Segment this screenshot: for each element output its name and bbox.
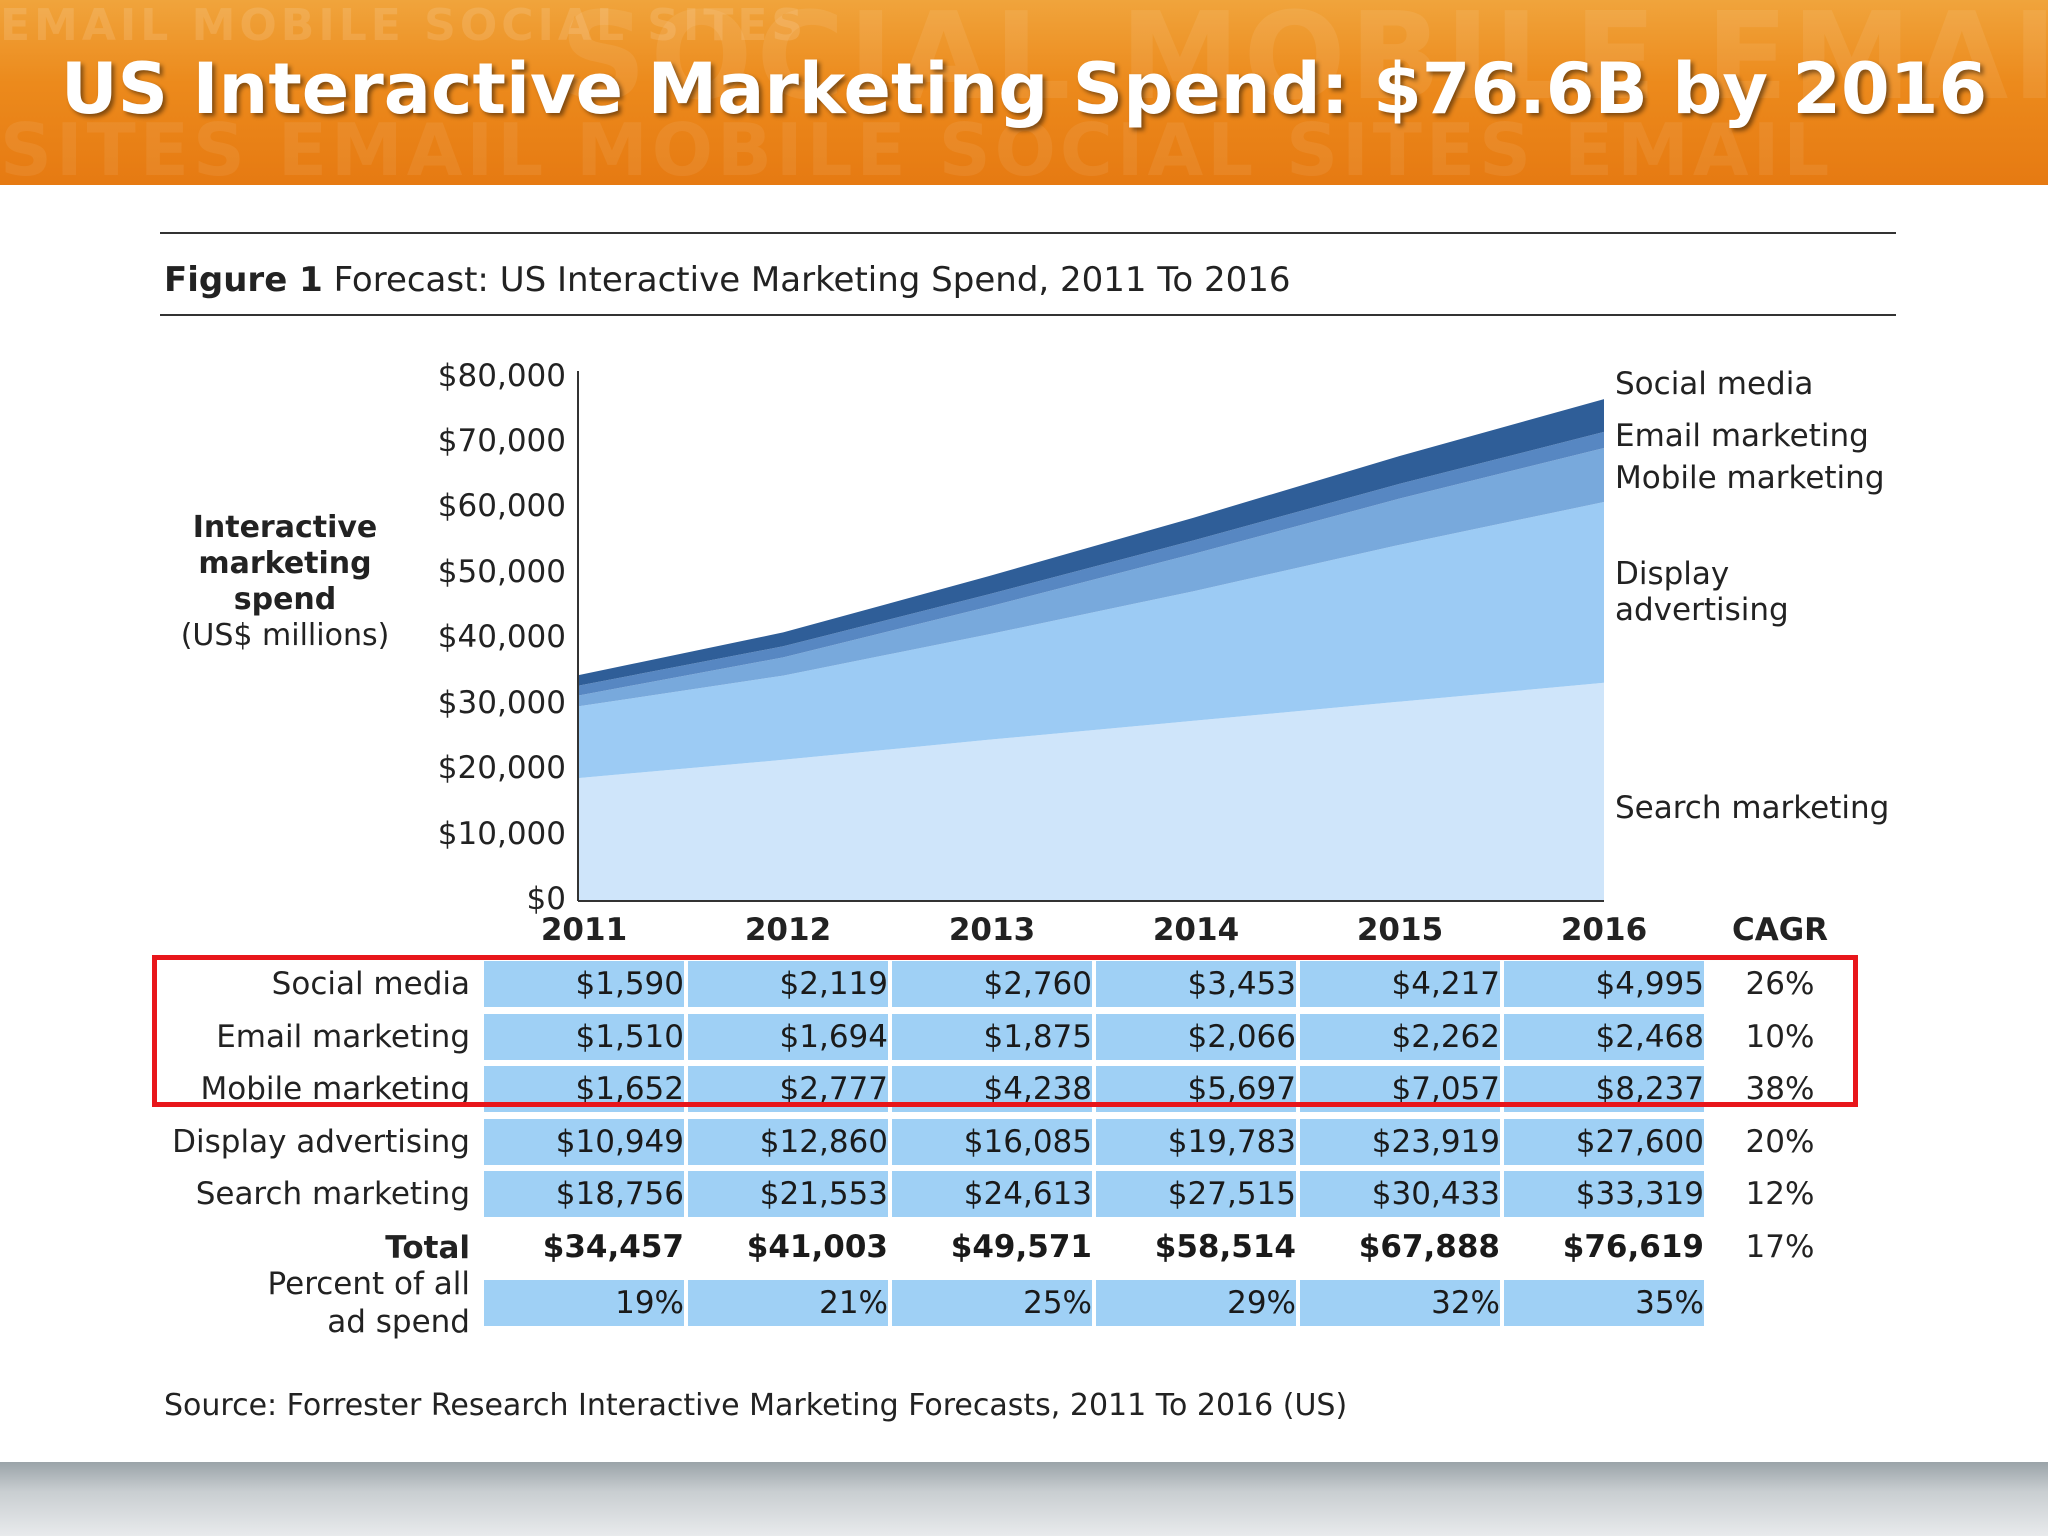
table-cell: $23,919 bbox=[1300, 1119, 1500, 1165]
table-cell: $2,760 bbox=[892, 961, 1092, 1007]
table-cell: $1,510 bbox=[484, 1014, 684, 1060]
table-cell: $12,860 bbox=[688, 1119, 888, 1165]
table-cell-percent: 32% bbox=[1300, 1280, 1500, 1326]
cagr-cell: 12% bbox=[1745, 1176, 1815, 1212]
row-label-social-media: Social media bbox=[271, 966, 470, 1002]
figure-label: Figure 1 bbox=[164, 260, 323, 300]
area-social-media bbox=[578, 399, 1604, 686]
y-tick-label: $10,000 bbox=[437, 816, 566, 852]
table-cell-percent: 35% bbox=[1504, 1280, 1704, 1326]
row-label-display-advertising: Display advertising bbox=[172, 1124, 470, 1160]
figure-caption-text: Forecast: US Interactive Marketing Spend… bbox=[333, 260, 1291, 300]
banner-watermark: EMAIL MOBILE SOCIAL SITES bbox=[0, 0, 808, 51]
table-cell: $3,453 bbox=[1096, 961, 1296, 1007]
area-email-marketing bbox=[578, 431, 1604, 696]
table-cell: $4,217 bbox=[1300, 961, 1500, 1007]
series-label-display-advertising: Display advertising bbox=[1615, 556, 1789, 628]
highlight-box bbox=[152, 955, 1858, 1107]
series-label-email-marketing: Email marketing bbox=[1615, 418, 1869, 454]
cagr-cell: 26% bbox=[1745, 966, 1815, 1002]
y-tick-label: $30,000 bbox=[437, 685, 566, 721]
row-label-mobile-marketing: Mobile marketing bbox=[200, 1071, 471, 1107]
x-tick-label: 2011 bbox=[540, 912, 628, 948]
x-tick-label: 2015 bbox=[1356, 912, 1444, 948]
table-cell: $18,756 bbox=[484, 1171, 684, 1217]
table-cell: $2,066 bbox=[1096, 1014, 1296, 1060]
y-axis-label-unit: (US$ millions) bbox=[180, 618, 390, 653]
table-cell: $1,694 bbox=[688, 1014, 888, 1060]
series-label-search-marketing: Search marketing bbox=[1615, 790, 1890, 826]
table-cell: $19,783 bbox=[1096, 1119, 1296, 1165]
table-cell: $2,262 bbox=[1300, 1014, 1500, 1060]
y-tick-label: $70,000 bbox=[437, 423, 566, 459]
slide-title: US Interactive Marketing Spend: $76.6B b… bbox=[60, 48, 1988, 130]
series-label-social-media: Social media bbox=[1615, 366, 1814, 402]
footer-bar bbox=[0, 1462, 2048, 1536]
table-cell: $16,085 bbox=[892, 1119, 1092, 1165]
table-cell-total: $49,571 bbox=[950, 1229, 1092, 1265]
table-cell: $24,613 bbox=[892, 1171, 1092, 1217]
title-banner: EMAIL MOBILE SOCIAL SITES SOCIAL MOBILE … bbox=[0, 0, 2048, 185]
row-label-total: Total bbox=[385, 1230, 470, 1266]
table-cell: $1,875 bbox=[892, 1014, 1092, 1060]
row-label-percent-line-1: Percent of all bbox=[267, 1266, 470, 1302]
figure-bottom-rule bbox=[160, 314, 1896, 316]
y-tick-label: $40,000 bbox=[437, 619, 566, 655]
table-cell: $27,600 bbox=[1504, 1119, 1704, 1165]
table-cell-total: $41,003 bbox=[746, 1229, 888, 1265]
y-axis-label-line-1: Interactive bbox=[192, 510, 378, 545]
table-cell-percent: 19% bbox=[484, 1280, 684, 1326]
table-cell-total: $34,457 bbox=[542, 1229, 684, 1265]
table-cell-percent: 29% bbox=[1096, 1280, 1296, 1326]
row-label-search-marketing: Search marketing bbox=[195, 1176, 470, 1212]
x-tick-label: 2013 bbox=[948, 912, 1036, 948]
source-note: Source: Forrester Research Interactive M… bbox=[164, 1388, 1348, 1423]
y-axis-label-line-2: marketing bbox=[198, 546, 372, 581]
figure-caption: Figure 1 Forecast: US Interactive Market… bbox=[164, 260, 1290, 300]
cagr-cell: 38% bbox=[1745, 1071, 1815, 1107]
table-cell: $2,119 bbox=[688, 961, 888, 1007]
table-cell-total: $67,888 bbox=[1358, 1229, 1500, 1265]
y-tick-label: $50,000 bbox=[437, 554, 566, 590]
y-tick-label: $60,000 bbox=[437, 488, 566, 524]
cagr-cell-total: 17% bbox=[1745, 1229, 1815, 1265]
series-label-mobile-marketing: Mobile marketing bbox=[1615, 460, 1885, 496]
cagr-cell: 20% bbox=[1745, 1124, 1815, 1160]
cagr-header: CAGR bbox=[1731, 912, 1829, 948]
table-cell-percent: 25% bbox=[892, 1280, 1092, 1326]
table-cell-total: $76,619 bbox=[1562, 1229, 1704, 1265]
table-cell: $33,319 bbox=[1504, 1171, 1704, 1217]
table-cell: $4,995 bbox=[1504, 961, 1704, 1007]
x-tick-label: 2014 bbox=[1152, 912, 1240, 948]
cagr-cell: 10% bbox=[1745, 1019, 1815, 1055]
table-cell: $21,553 bbox=[688, 1171, 888, 1217]
table-cell: $1,590 bbox=[484, 961, 684, 1007]
banner-watermark-large: SOCIAL MOBILE EMAIL SOCIAL bbox=[560, 0, 2048, 127]
row-label-percent-line-2: ad spend bbox=[327, 1304, 470, 1340]
table-cell: $30,433 bbox=[1300, 1171, 1500, 1217]
table-cell: $10,949 bbox=[484, 1119, 684, 1165]
figure-top-rule bbox=[160, 232, 1896, 234]
table-cell-total: $58,514 bbox=[1154, 1229, 1296, 1265]
y-tick-label: $0 bbox=[526, 881, 566, 917]
area-mobile-marketing bbox=[578, 448, 1604, 707]
table-cell-percent: 21% bbox=[688, 1280, 888, 1326]
x-tick-label: 2016 bbox=[1560, 912, 1648, 948]
y-tick-label: $80,000 bbox=[437, 358, 566, 394]
table-cell: $27,515 bbox=[1096, 1171, 1296, 1217]
y-axis-label: Interactive marketing spend (US$ million… bbox=[170, 510, 400, 654]
banner-watermark-low: SITES EMAIL MOBILE SOCIAL SITES EMAIL bbox=[0, 108, 1834, 185]
area-display-advertising bbox=[578, 502, 1604, 779]
y-tick-label: $20,000 bbox=[437, 750, 566, 786]
area-search-marketing bbox=[578, 682, 1604, 901]
row-label-email-marketing: Email marketing bbox=[216, 1019, 470, 1055]
y-axis-label-line-3: spend bbox=[233, 582, 337, 617]
x-tick-label: 2012 bbox=[744, 912, 832, 948]
table-cell: $2,468 bbox=[1504, 1014, 1704, 1060]
